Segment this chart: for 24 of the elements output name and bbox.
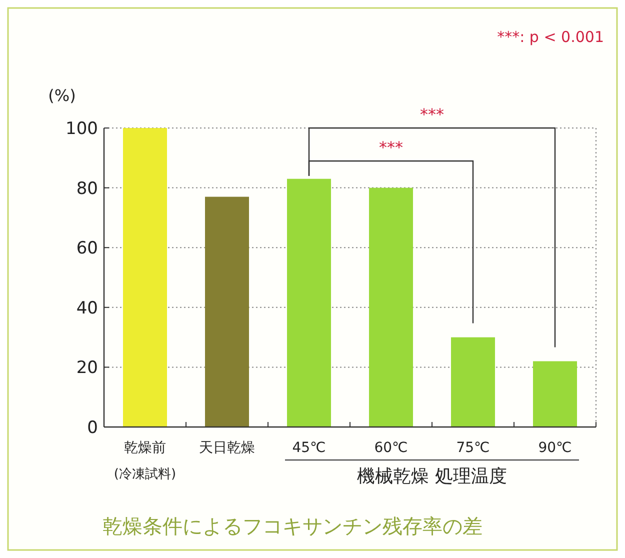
y-tick-label: 40 bbox=[76, 298, 98, 318]
text: 乾燥条件によるフコキサンチン残存率の差 bbox=[102, 514, 482, 538]
x-tick-label: 60℃ bbox=[374, 440, 408, 456]
x-tick-label: 75℃ bbox=[456, 440, 490, 456]
bar bbox=[451, 337, 495, 427]
y-tick-label: 0 bbox=[87, 418, 98, 438]
x-tick-label: 天日乾燥 bbox=[199, 440, 255, 456]
y-tick-label: 60 bbox=[76, 238, 98, 259]
text: ***: p < 0.001 bbox=[497, 28, 604, 46]
bar bbox=[533, 361, 577, 427]
bar bbox=[369, 188, 413, 427]
bar bbox=[123, 128, 167, 427]
annotation: *** bbox=[379, 138, 403, 157]
bar bbox=[287, 178, 331, 427]
x-tick-label: 乾燥前 (冷凍試料) bbox=[114, 440, 176, 482]
x-tick-label: 45℃ bbox=[292, 440, 326, 456]
y-tick-label: 80 bbox=[76, 178, 98, 199]
y-axis-title: (%) bbox=[48, 86, 76, 105]
x-tick-label: 90℃ bbox=[538, 440, 572, 456]
x-axis-title: 機械乾燥 処理温度 bbox=[357, 466, 507, 487]
text: *** bbox=[420, 105, 444, 124]
y-tick-label: 100 bbox=[66, 119, 98, 139]
y-tick-label: 20 bbox=[76, 358, 98, 378]
bar bbox=[205, 196, 249, 427]
